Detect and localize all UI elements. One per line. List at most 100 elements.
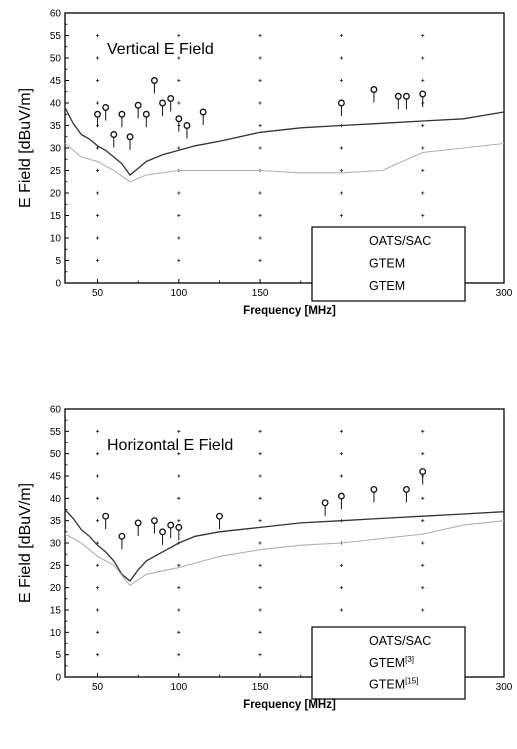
grid-cross bbox=[258, 653, 262, 657]
grid-cross bbox=[339, 146, 344, 150]
grid-cross bbox=[421, 33, 425, 38]
y-tick-label: 45 bbox=[50, 472, 62, 483]
data-point bbox=[150, 77, 158, 84]
y-tick-label: 35 bbox=[50, 516, 62, 527]
grid-cross bbox=[421, 519, 425, 523]
y-tick-label: 60 bbox=[50, 405, 62, 416]
grid-cross bbox=[258, 474, 262, 478]
data-point bbox=[102, 512, 110, 520]
legend-label: OATS/SAC bbox=[369, 634, 431, 648]
grid-cross bbox=[95, 496, 100, 500]
grid-cross bbox=[339, 78, 344, 83]
y-tick-label: 25 bbox=[50, 561, 62, 572]
x-tick-label: 100 bbox=[170, 682, 187, 693]
data-point bbox=[183, 122, 191, 129]
data-point bbox=[134, 101, 142, 109]
chart-panel-1: 0510152025303540455055605010015020025030… bbox=[17, 9, 513, 318]
grid-cross bbox=[95, 236, 100, 240]
data-point bbox=[321, 499, 329, 507]
y-tick-label: 15 bbox=[50, 211, 62, 222]
grid-cross bbox=[95, 563, 100, 567]
y-tick-label: 5 bbox=[55, 650, 61, 661]
x-tick-label: 50 bbox=[92, 288, 104, 299]
grid-cross bbox=[421, 78, 425, 83]
data-point bbox=[216, 512, 223, 520]
grid-cross bbox=[258, 563, 262, 567]
grid-cross bbox=[258, 123, 262, 128]
legend-label: GTEM bbox=[369, 279, 405, 293]
grid-cross bbox=[339, 563, 344, 567]
grid-cross bbox=[95, 630, 100, 634]
grid-cross bbox=[258, 56, 262, 60]
grid-cross bbox=[421, 563, 425, 567]
y-tick-label: 15 bbox=[50, 606, 62, 617]
series-line-3 bbox=[64, 142, 505, 183]
series-line-3 bbox=[64, 520, 505, 587]
grid-cross bbox=[258, 236, 262, 240]
y-tick-label: 20 bbox=[50, 189, 62, 200]
data-point bbox=[402, 92, 410, 100]
grid-cross bbox=[177, 146, 181, 150]
grid-cross bbox=[421, 191, 425, 195]
grid-cross bbox=[177, 496, 181, 500]
grid-cross bbox=[177, 78, 181, 83]
y-tick-label: 55 bbox=[50, 31, 62, 42]
series-line-2 bbox=[64, 107, 505, 176]
legend-superscript: [3] bbox=[405, 655, 414, 664]
data-point bbox=[118, 110, 126, 118]
data-point bbox=[159, 99, 167, 107]
data-point bbox=[419, 90, 427, 98]
grid-cross bbox=[177, 653, 181, 657]
grid-cross bbox=[177, 213, 181, 218]
y-tick-label: 10 bbox=[50, 628, 62, 639]
data-point bbox=[175, 523, 183, 531]
grid-cross bbox=[95, 168, 100, 173]
grid-cross bbox=[421, 123, 425, 128]
grid-cross bbox=[95, 653, 100, 657]
data-point bbox=[134, 519, 142, 527]
grid-cross bbox=[177, 519, 181, 523]
grid-cross bbox=[95, 608, 100, 612]
grid-cross bbox=[258, 191, 262, 195]
grid-cross bbox=[177, 586, 181, 590]
grid-cross bbox=[258, 541, 262, 545]
grid-cross bbox=[258, 258, 262, 263]
grid-cross bbox=[258, 452, 262, 456]
x-axis-title: Frequency [MHz] bbox=[243, 699, 336, 711]
grid-cross bbox=[177, 608, 181, 612]
grid-cross bbox=[421, 429, 425, 433]
grid-cross bbox=[177, 474, 181, 478]
grid-cross bbox=[258, 496, 262, 500]
data-point bbox=[159, 528, 167, 536]
grid-cross bbox=[95, 101, 100, 105]
legend-superscript: [15] bbox=[405, 677, 418, 686]
grid-cross bbox=[258, 101, 262, 105]
y-tick-label: 20 bbox=[50, 583, 62, 594]
y-tick-label: 30 bbox=[50, 539, 62, 550]
grid-cross bbox=[177, 236, 181, 240]
grid-cross bbox=[95, 474, 100, 478]
data-point bbox=[118, 532, 126, 540]
grid-cross bbox=[258, 608, 262, 612]
x-tick-label: 300 bbox=[496, 288, 513, 299]
grid-cross bbox=[95, 452, 100, 456]
y-tick-label: 45 bbox=[50, 76, 62, 87]
data-point bbox=[394, 92, 402, 100]
grid-cross bbox=[258, 519, 262, 523]
grid-cross bbox=[258, 429, 262, 433]
grid-cross bbox=[95, 213, 100, 218]
y-tick-label: 55 bbox=[50, 427, 62, 438]
y-tick-label: 5 bbox=[55, 256, 61, 267]
chart-annotation: Horizontal E Field bbox=[107, 437, 233, 454]
data-point bbox=[199, 108, 207, 116]
grid-cross bbox=[258, 586, 262, 590]
grid-cross bbox=[339, 608, 344, 612]
y-axis-title: E Field [dBuV/m] bbox=[17, 88, 34, 208]
data-point bbox=[94, 110, 101, 118]
y-tick-label: 0 bbox=[55, 673, 61, 684]
grid-cross bbox=[258, 630, 262, 634]
grid-cross bbox=[339, 56, 344, 60]
data-point bbox=[110, 131, 118, 138]
grid-cross bbox=[95, 191, 100, 195]
